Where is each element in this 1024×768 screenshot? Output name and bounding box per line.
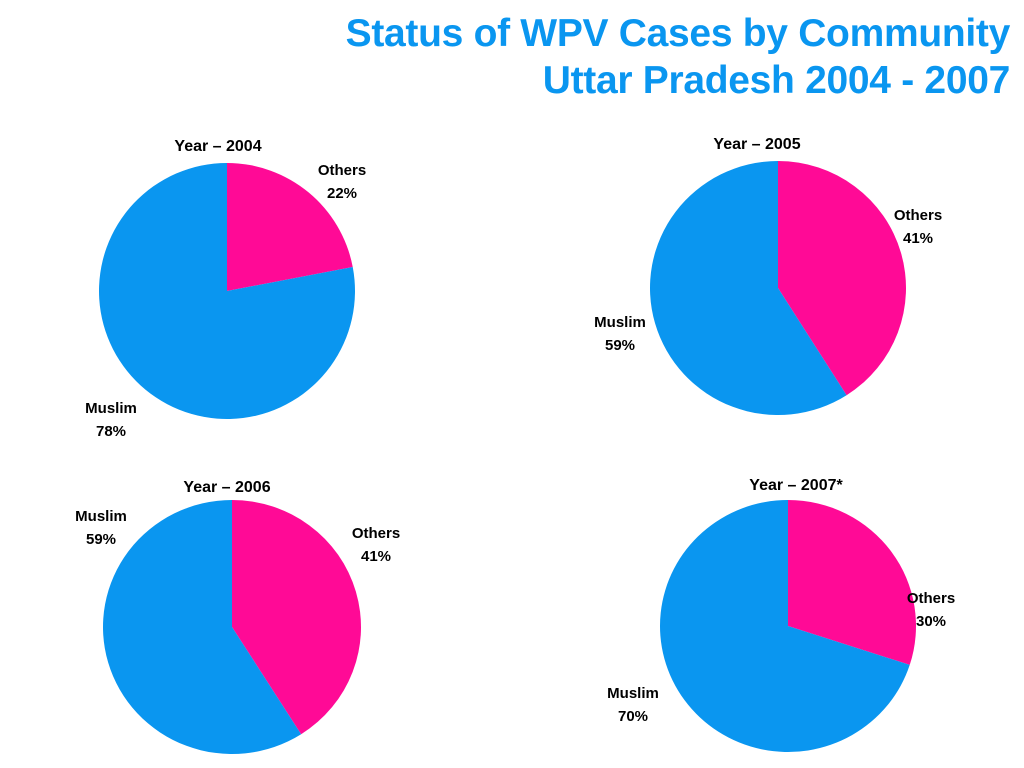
slice-name: Muslim — [594, 314, 646, 331]
pie-slice-2005-others — [778, 161, 906, 396]
pie-slice-2006-others — [232, 500, 361, 735]
pie-slice-2004-muslim — [99, 163, 355, 419]
slice-label-2004-muslim: Muslim 78% — [85, 397, 137, 443]
pie-slice-2007-muslim — [660, 500, 910, 752]
pie-chart-2004 — [99, 163, 355, 419]
slice-label-2007-others: Others 30% — [907, 587, 955, 633]
title-line-1: Status of WPV Cases by Community — [345, 12, 1011, 55]
slice-value: 30% — [915, 613, 947, 630]
slice-name: Others — [906, 590, 956, 607]
pie-chart-2007 — [660, 500, 916, 752]
pie-title-2006: Year – 2006 — [183, 479, 271, 496]
pie-slice-2005-muslim — [650, 161, 847, 415]
pie-title-2007: Year – 2007* — [749, 477, 843, 494]
slide-title: Status of WPV Cases by Community Uttar P… — [345, 10, 1011, 104]
slice-value: 59% — [85, 531, 117, 548]
slice-value: 59% — [604, 337, 636, 354]
pie-slice-2004-others — [227, 163, 353, 291]
slice-value: 41% — [902, 230, 934, 247]
slice-value: 78% — [95, 423, 127, 440]
pie-slice-2007-others — [788, 500, 916, 665]
pie-slice-2006-muslim — [102, 500, 302, 754]
slice-name: Muslim — [75, 508, 127, 525]
slice-label-2007-muslim: Muslim 70% — [607, 682, 659, 728]
slice-name: Others — [317, 162, 367, 179]
slice-label-2006-muslim: Muslim 59% — [75, 505, 127, 551]
pie-title-2004: Year – 2004 — [174, 138, 262, 155]
title-line-2: Uttar Pradesh 2004 - 2007 — [542, 59, 1011, 102]
slice-value: 70% — [617, 708, 649, 725]
pie-chart-2005 — [650, 161, 906, 415]
pie-title-2005: Year – 2005 — [713, 136, 801, 153]
slice-name: Others — [351, 525, 401, 542]
slice-label-2006-others: Others 41% — [352, 522, 400, 568]
slice-label-2005-others: Others 41% — [894, 204, 942, 250]
slice-label-2004-others: Others 22% — [318, 159, 366, 205]
slice-name: Muslim — [85, 400, 137, 417]
slice-label-2005-muslim: Muslim 59% — [594, 311, 646, 357]
slice-value: 41% — [360, 548, 392, 565]
slice-value: 22% — [326, 185, 358, 202]
slice-name: Muslim — [607, 685, 659, 702]
pie-chart-2006 — [102, 500, 361, 754]
slice-name: Others — [893, 207, 943, 224]
